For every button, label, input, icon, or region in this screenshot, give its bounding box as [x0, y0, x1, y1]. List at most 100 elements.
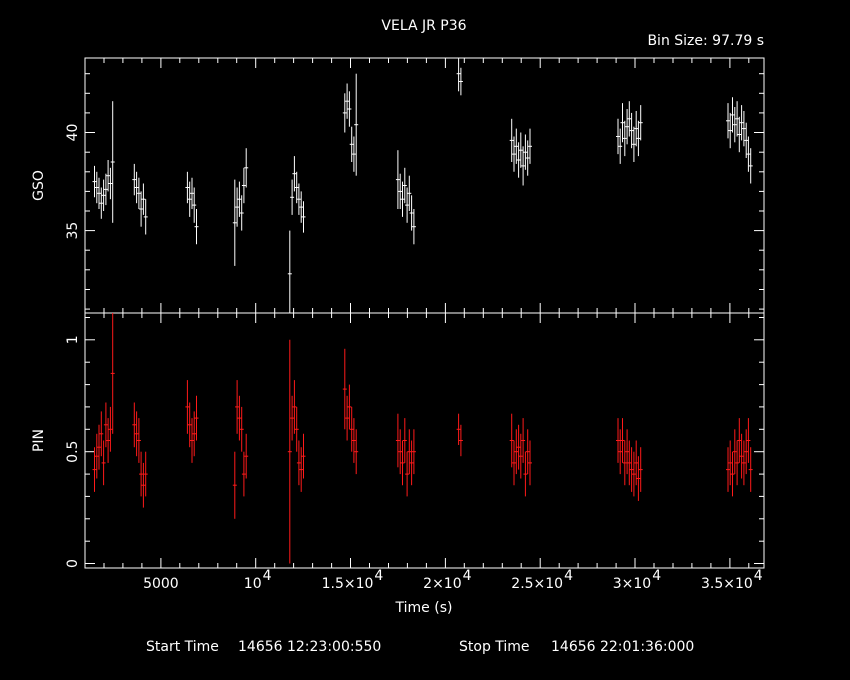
data-point — [638, 105, 643, 141]
svg-text:4: 4 — [652, 568, 661, 584]
data-point — [342, 348, 347, 430]
data-point — [732, 429, 737, 475]
data-point — [521, 146, 526, 186]
data-point — [528, 128, 532, 164]
data-point — [735, 440, 740, 486]
data-point — [523, 451, 528, 497]
data-point — [512, 136, 516, 172]
pin-y-axis-label: PIN — [31, 429, 47, 452]
data-point — [136, 177, 141, 209]
data-point — [514, 128, 519, 164]
x-tick-label: 1.5×10 4 — [322, 568, 384, 592]
data-point — [232, 451, 237, 519]
data-point — [728, 112, 733, 149]
x-axis-tick-labels: 5000 10 4 1.5×10 4 2×10 4 2.5×10 4 3×10 4 3.5×10 4 — [143, 568, 763, 592]
start-time-label: Start Time — [146, 639, 219, 655]
svg-text:1.5×10: 1.5×10 — [322, 576, 374, 592]
data-point — [351, 136, 356, 172]
x-tick-label: 5000 — [143, 576, 179, 592]
data-point — [294, 171, 299, 204]
gso-axis-ticks: 35 40 — [65, 58, 764, 313]
data-point — [235, 380, 240, 434]
x-tick-label: 10 4 — [244, 568, 272, 592]
data-point — [342, 93, 347, 133]
data-point — [239, 195, 244, 231]
start-time-value: 14656 12:23:00:550 — [238, 639, 381, 655]
data-point — [746, 418, 751, 463]
data-point — [458, 424, 463, 457]
data-point — [746, 136, 751, 172]
data-point — [287, 339, 292, 564]
data-point — [143, 451, 148, 497]
data-point — [299, 447, 304, 492]
data-point — [132, 402, 137, 448]
data-point — [139, 451, 144, 497]
data-point — [726, 103, 730, 139]
data-point — [405, 187, 410, 223]
data-point — [290, 179, 295, 215]
data-point — [241, 451, 246, 497]
data-point — [244, 148, 249, 188]
data-point — [509, 413, 514, 468]
data-point — [349, 126, 354, 162]
y-tick-label: 35 — [65, 222, 81, 240]
data-point — [748, 447, 753, 492]
data-point — [296, 440, 301, 486]
svg-text:2.5×10: 2.5×10 — [511, 576, 563, 592]
data-point — [631, 126, 636, 162]
x-tick-label: 3.5×10 4 — [701, 568, 763, 592]
data-point — [732, 107, 737, 143]
data-point — [237, 395, 242, 441]
time-range-footer: Start Time 14656 12:23:00:550 Stop Time … — [146, 639, 694, 655]
gso-data-points — [92, 58, 753, 313]
gso-panel: 35 40 GSO — [31, 57, 765, 314]
data-point — [94, 433, 99, 479]
data-point — [636, 456, 641, 501]
data-point — [514, 429, 519, 475]
svg-text:4: 4 — [564, 568, 573, 584]
data-point — [241, 167, 246, 204]
svg-text:3×10: 3×10 — [613, 576, 651, 592]
data-point — [349, 406, 354, 452]
data-point — [616, 418, 620, 463]
data-point — [625, 109, 630, 145]
data-point — [407, 429, 412, 475]
svg-text:4: 4 — [263, 568, 272, 584]
data-point — [395, 150, 400, 209]
data-point — [103, 173, 108, 206]
data-point — [616, 118, 620, 155]
data-point — [620, 103, 625, 143]
data-point — [409, 195, 414, 231]
data-point — [748, 148, 753, 184]
pin-data-points — [92, 313, 753, 564]
data-point — [509, 118, 514, 162]
data-point — [407, 175, 412, 211]
data-point — [638, 447, 643, 492]
data-point — [194, 209, 199, 245]
data-point — [190, 177, 194, 209]
x-tick-label: 3×10 4 — [613, 568, 662, 592]
data-point — [185, 380, 190, 434]
data-point — [730, 451, 735, 497]
data-point — [301, 433, 306, 479]
svg-text:4: 4 — [463, 568, 472, 584]
svg-text:10: 10 — [244, 576, 262, 592]
data-point — [741, 111, 746, 147]
y-tick-label: 1 — [65, 335, 81, 344]
data-point — [739, 433, 744, 479]
data-point — [737, 116, 742, 153]
data-point — [458, 67, 463, 96]
data-point — [634, 111, 639, 147]
data-point — [618, 128, 623, 164]
data-point — [108, 406, 113, 452]
data-point — [143, 199, 148, 235]
data-point — [292, 156, 297, 192]
data-point — [525, 429, 530, 475]
data-point — [634, 440, 639, 486]
data-point — [631, 451, 636, 497]
data-point — [99, 411, 104, 457]
data-point — [132, 163, 137, 196]
data-point — [244, 433, 249, 479]
svg-text:3.5×10: 3.5×10 — [701, 576, 753, 592]
